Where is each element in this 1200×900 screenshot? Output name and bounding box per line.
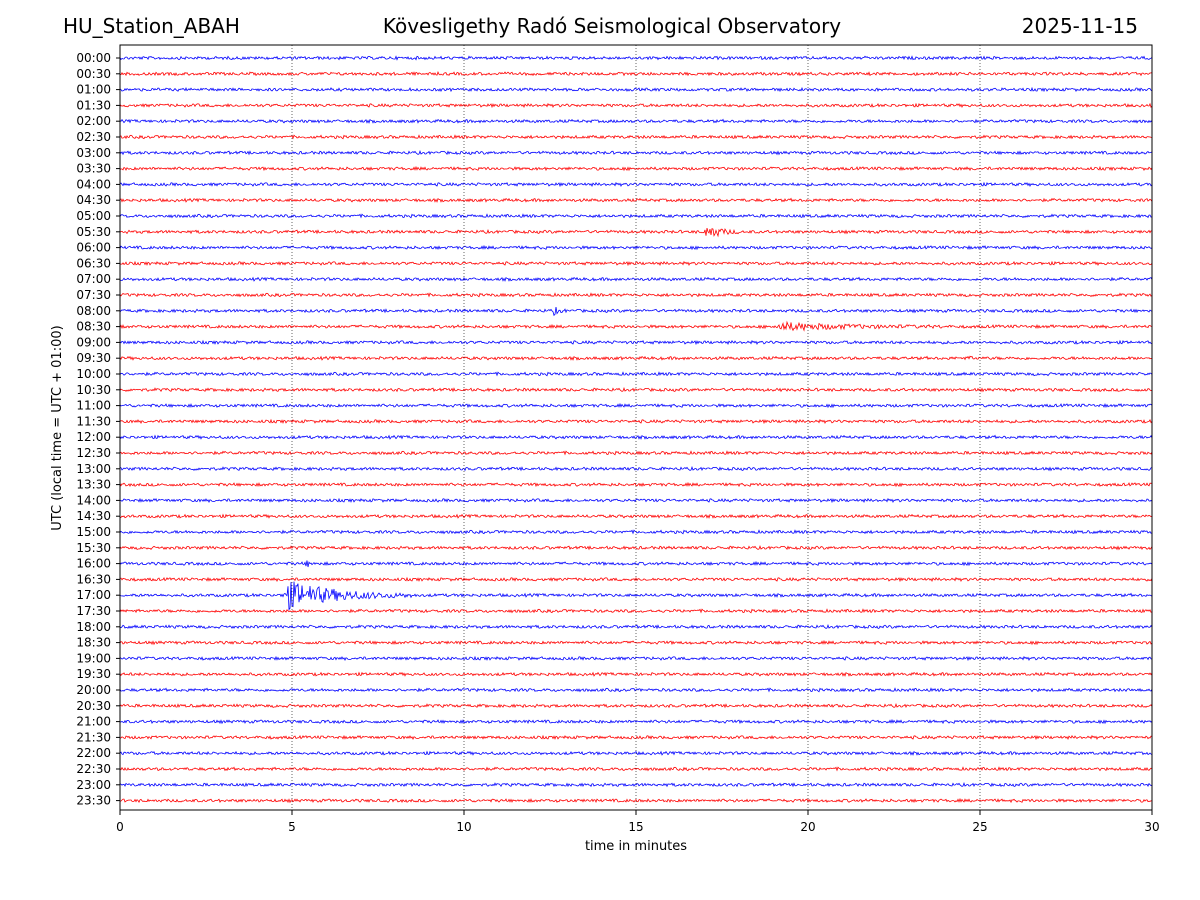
vertical-gridlines — [291, 45, 981, 810]
observatory-title: Kövesligethy Radó Seismological Observat… — [382, 14, 842, 38]
row-label: 11:00 — [76, 399, 111, 413]
row-label: 03:30 — [76, 162, 111, 176]
x-tick-label: 5 — [288, 820, 296, 834]
row-label: 20:30 — [76, 699, 111, 713]
row-label: 12:00 — [76, 430, 111, 444]
row-label: 18:30 — [76, 636, 111, 650]
x-tick-label: 30 — [1144, 820, 1159, 834]
trace-0200 — [119, 118, 1153, 124]
row-label: 12:30 — [76, 446, 111, 460]
row-label: 00:30 — [76, 67, 111, 81]
trace-0900 — [119, 339, 1153, 346]
x-tick-label: 20 — [800, 820, 815, 834]
x-axis-ticks: 0 5 10 15 20 25 30 — [116, 810, 1160, 834]
row-label: 16:30 — [76, 572, 111, 586]
row-label: 04:30 — [76, 193, 111, 207]
trace-1530 — [119, 545, 1153, 551]
row-label: 15:30 — [76, 541, 111, 555]
station-label: HU_Station_ABAH — [63, 14, 240, 38]
row-label: 21:30 — [76, 730, 111, 744]
row-label: 03:00 — [76, 146, 111, 160]
row-label: 22:00 — [76, 746, 111, 760]
row-label: 17:30 — [76, 604, 111, 618]
row-label: 00:00 — [76, 51, 111, 65]
trace-1130 — [119, 418, 1153, 425]
trace-1930 — [119, 671, 1153, 677]
trace-1330 — [119, 481, 1153, 488]
row-label: 06:30 — [76, 256, 111, 270]
row-label: 17:00 — [76, 588, 111, 602]
row-label: 02:30 — [76, 130, 111, 144]
y-axis-label: UTC (local time = UTC + 01:00) — [50, 325, 65, 530]
x-tick-label: 25 — [972, 820, 987, 834]
trace-2330 — [119, 797, 1153, 804]
row-label: 21:00 — [76, 715, 111, 729]
row-label: 08:00 — [76, 304, 111, 318]
row-label: 15:00 — [76, 525, 111, 539]
trace-0600 — [119, 244, 1153, 251]
row-label: 20:00 — [76, 683, 111, 697]
row-label: 19:00 — [76, 651, 111, 665]
x-tick-label: 10 — [456, 820, 471, 834]
trace-0030 — [119, 71, 1153, 77]
row-label: 14:30 — [76, 509, 111, 523]
trace-0500 — [119, 213, 1153, 219]
row-label: 07:00 — [76, 272, 111, 286]
trace-0730 — [119, 292, 1153, 298]
trace-0100 — [119, 86, 1153, 93]
row-label: 10:00 — [76, 367, 111, 381]
trace-0830 — [119, 320, 1153, 332]
row-label: 23:30 — [76, 794, 111, 808]
trace-0930 — [119, 355, 1153, 361]
row-label: 10:30 — [76, 383, 111, 397]
row-label: 01:30 — [76, 98, 111, 112]
row-label: 09:00 — [76, 335, 111, 349]
row-label: 05:00 — [76, 209, 111, 223]
row-label: 22:30 — [76, 762, 111, 776]
row-label: 08:30 — [76, 320, 111, 334]
row-label: 23:00 — [76, 778, 111, 792]
trace-2000 — [119, 687, 1153, 693]
row-label: 04:00 — [76, 177, 111, 191]
x-tick-label: 15 — [628, 820, 643, 834]
row-label: 05:30 — [76, 225, 111, 239]
trace-0800 — [119, 306, 1153, 317]
x-axis-label: time in minutes — [585, 839, 687, 854]
x-tick-label: 0 — [116, 820, 124, 834]
trace-2200 — [119, 750, 1153, 756]
row-label: 13:00 — [76, 462, 111, 476]
row-label: 01:00 — [76, 83, 111, 97]
row-label: 19:30 — [76, 667, 111, 681]
row-label: 09:30 — [76, 351, 111, 365]
row-label: 13:30 — [76, 478, 111, 492]
trace-1630 — [119, 576, 1153, 583]
row-label: 06:00 — [76, 241, 111, 255]
trace-1700 — [119, 581, 1153, 611]
date-label: 2025-11-15 — [1021, 14, 1138, 38]
row-label: 16:00 — [76, 557, 111, 571]
row-label: 18:00 — [76, 620, 111, 634]
trace-1800 — [119, 624, 1153, 630]
row-label: 07:30 — [76, 288, 111, 302]
row-label: 14:00 — [76, 493, 111, 507]
row-label: 02:00 — [76, 114, 111, 128]
row-label: 11:30 — [76, 414, 111, 428]
